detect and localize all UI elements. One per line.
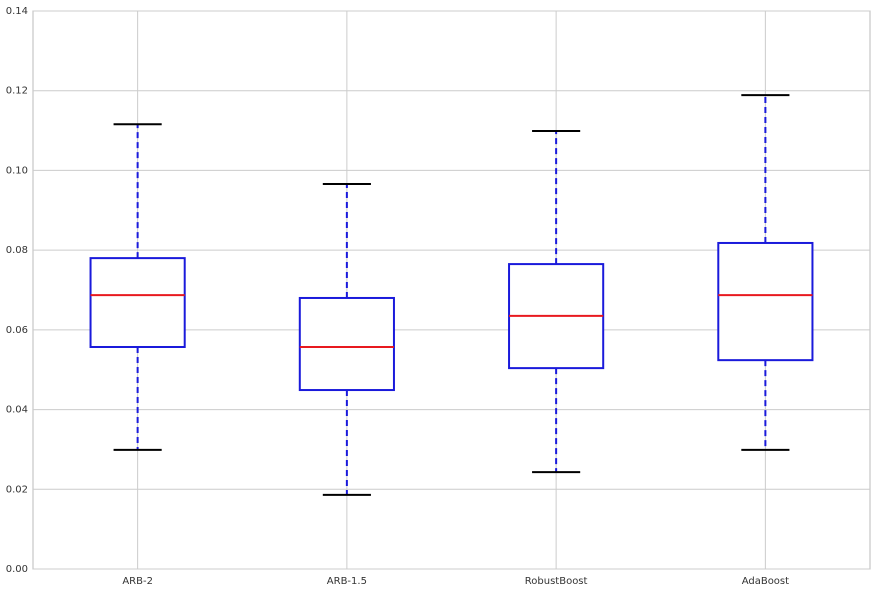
x-tick-label: RobustBoost bbox=[525, 576, 588, 587]
x-tick-label: ARB-2 bbox=[122, 576, 153, 587]
y-tick-label: 0.10 bbox=[6, 165, 28, 176]
y-tick-label: 0.04 bbox=[6, 405, 28, 416]
y-tick-label: 0.08 bbox=[6, 245, 28, 256]
y-tick-label: 0.02 bbox=[6, 484, 28, 495]
y-tick-label: 0.14 bbox=[6, 6, 28, 17]
y-tick-label: 0.00 bbox=[6, 564, 28, 575]
x-tick-label: ARB-1.5 bbox=[327, 576, 367, 587]
x-tick-label: AdaBoost bbox=[742, 576, 789, 587]
box bbox=[89, 257, 186, 348]
box bbox=[298, 296, 395, 392]
y-tick-label: 0.12 bbox=[6, 86, 28, 97]
box bbox=[717, 241, 814, 362]
y-tick-label: 0.06 bbox=[6, 325, 28, 336]
